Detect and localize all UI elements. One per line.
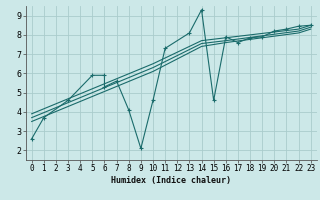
X-axis label: Humidex (Indice chaleur): Humidex (Indice chaleur) [111,176,231,185]
